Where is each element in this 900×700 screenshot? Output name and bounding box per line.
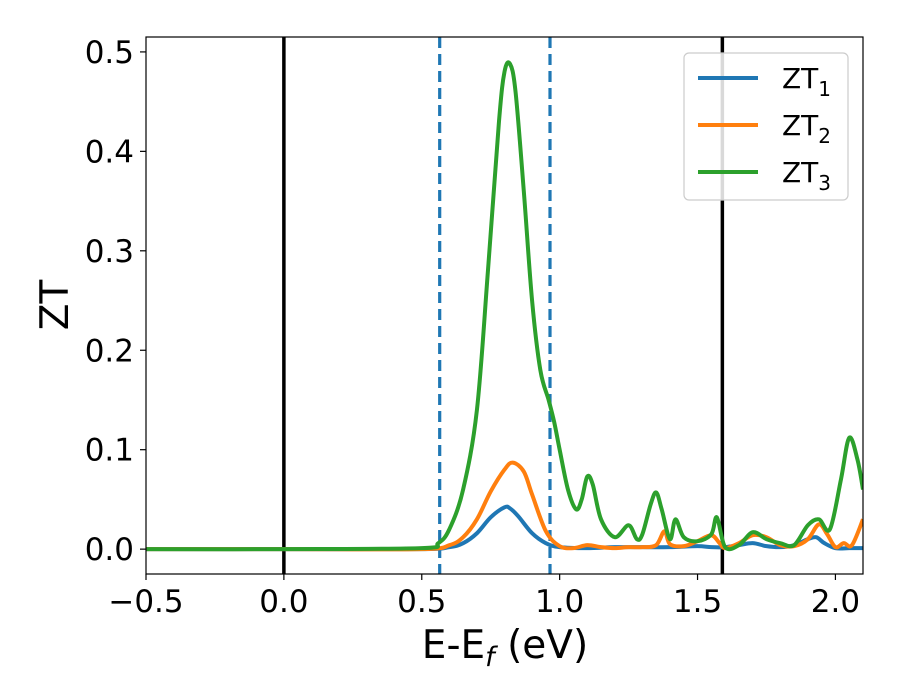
x-tick-label-1: 0.0	[259, 584, 308, 620]
x-axis-label-unit: (eV)	[495, 623, 589, 668]
legend-entries: ZT1 ZT2 ZT3	[698, 62, 831, 195]
x-axis-label: E-Ef (eV)	[422, 623, 588, 673]
series-line-zt2	[146, 460, 863, 552]
legend: ZT1 ZT2 ZT3	[683, 52, 849, 201]
y-tick-label-0: 0.0	[85, 532, 134, 568]
y-tick-label-1: 0.1	[85, 433, 134, 469]
series-line-zt3	[146, 60, 863, 552]
x-tick-label-5: 2.0	[811, 584, 860, 620]
x-tick-label-3: 1.0	[535, 584, 584, 620]
legend-label-zt1: ZT1	[782, 62, 831, 101]
y-axis-ticks: 0.0 0.1 0.2 0.3 0.4 0.5	[85, 35, 146, 568]
x-tick-label-2: 0.5	[397, 584, 446, 620]
y-tick-label-4: 0.4	[85, 134, 134, 170]
legend-box	[683, 52, 849, 201]
data-series	[146, 60, 863, 552]
legend-label-zt2: ZT2	[782, 109, 831, 148]
y-tick-label-2: 0.2	[85, 333, 134, 369]
y-axis-label: ZT	[33, 280, 78, 331]
legend-label-zt3: ZT3	[782, 156, 831, 195]
y-tick-label-3: 0.3	[85, 234, 134, 270]
x-tick-label-4: 1.5	[673, 584, 722, 620]
y-tick-label-5: 0.5	[85, 35, 134, 71]
x-tick-label-0: −0.5	[108, 584, 183, 620]
plot-frame	[145, 36, 864, 575]
x-axis-ticks: −0.5 0.0 0.5 1.0 1.5 2.0	[108, 574, 860, 620]
